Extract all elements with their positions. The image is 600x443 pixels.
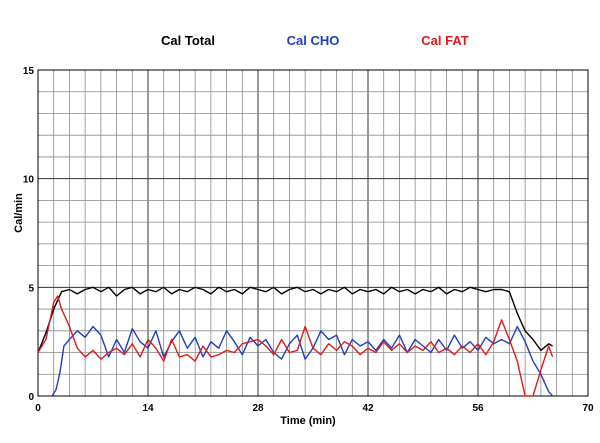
x-tick-label: 28 — [252, 403, 264, 414]
series-lines — [37, 286, 554, 397]
legend-item-cal-total: Cal Total — [161, 33, 215, 48]
series-line-cal-total — [37, 286, 553, 353]
legend-item-cal-cho: Cal CHO — [287, 33, 340, 48]
legend-item-cal-fat: Cal FAT — [421, 33, 468, 48]
series-line-cal-fat — [37, 295, 554, 397]
y-axis-ticks: 0 5 10 15 — [23, 66, 35, 403]
x-axis-label: Time (min) — [280, 415, 336, 427]
x-tick-label: 56 — [472, 403, 484, 414]
series-line-cal-cho — [51, 325, 554, 397]
x-tick-label: 42 — [362, 403, 374, 414]
x-tick-label: 14 — [142, 403, 154, 414]
plot-frame — [37, 69, 589, 397]
x-tick-label: 70 — [582, 403, 594, 414]
y-axis-label: Cal/min — [13, 193, 25, 233]
y-tick-label: 0 — [28, 392, 34, 403]
x-tick-label: 0 — [35, 403, 41, 414]
y-tick-label: 5 — [28, 283, 34, 294]
x-axis-ticks: 0 14 28 42 56 70 — [35, 403, 594, 414]
y-tick-label: 10 — [23, 175, 35, 186]
y-tick-label: 15 — [23, 66, 35, 77]
legend: Cal Total Cal CHO Cal FAT — [161, 33, 469, 48]
